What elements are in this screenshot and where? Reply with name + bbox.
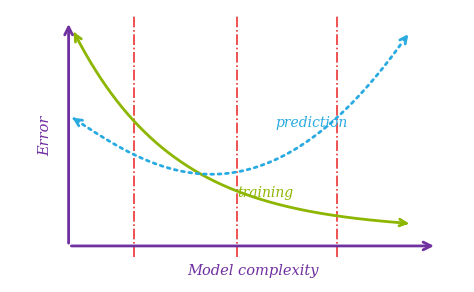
Text: training: training [237, 186, 293, 200]
Text: prediction: prediction [276, 116, 348, 130]
Text: Error: Error [38, 116, 53, 156]
Text: Model complexity: Model complexity [187, 264, 319, 278]
